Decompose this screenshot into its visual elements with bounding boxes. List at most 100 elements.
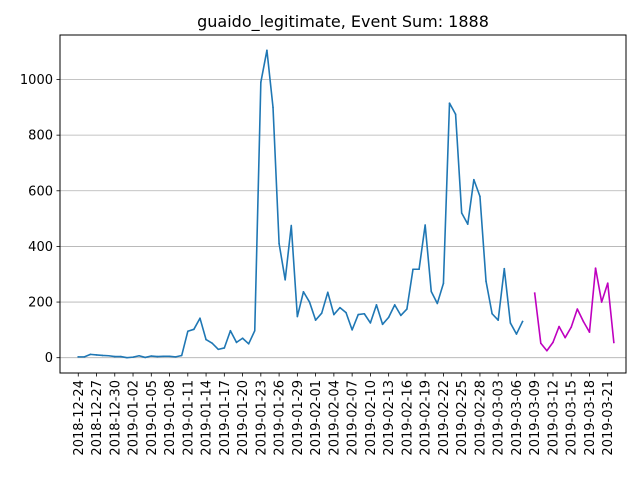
- x-tick-label: 2019-01-08: [163, 380, 178, 456]
- data-point: [393, 304, 396, 306]
- y-axis: 0 200 400 600 800 1000: [20, 73, 60, 366]
- data-point: [369, 322, 372, 324]
- x-tick-label: 2018-12-27: [90, 380, 105, 456]
- data-point: [278, 242, 280, 245]
- y-tick-label: 1000: [20, 73, 53, 88]
- x-tick-label: 2019-02-22: [437, 380, 452, 456]
- x-tick-label: 2019-01-11: [181, 380, 196, 456]
- data-point: [339, 306, 341, 309]
- chart-title: guaido_legitimate, Event Sum: 1888: [197, 12, 489, 32]
- data-point: [448, 102, 451, 104]
- data-point: [150, 355, 153, 357]
- data-point: [503, 267, 506, 270]
- data-point: [497, 319, 499, 321]
- data-point: [418, 268, 420, 271]
- x-tick-label: 2019-03-18: [583, 380, 598, 456]
- x-tick-label: 2019-02-13: [382, 380, 397, 456]
- x-tick-label: 2019-03-12: [546, 380, 561, 456]
- data-point: [424, 224, 426, 226]
- gridlines: [60, 79, 626, 359]
- data-point: [320, 312, 323, 314]
- x-tick-label: 2019-01-17: [218, 380, 233, 456]
- data-point: [351, 329, 353, 331]
- data-point: [205, 338, 207, 341]
- data-point: [594, 267, 597, 269]
- data-point: [132, 356, 134, 358]
- data-point: [314, 319, 317, 321]
- data-point: [582, 320, 585, 323]
- x-tick-label: 2019-02-28: [473, 380, 488, 456]
- data-point: [600, 301, 603, 303]
- data-point: [491, 312, 493, 315]
- data-point: [588, 331, 591, 333]
- data-point: [552, 341, 554, 344]
- data-point: [89, 353, 92, 356]
- y-tick-label: 800: [28, 129, 53, 144]
- x-tick-label: 2019-02-25: [455, 380, 470, 456]
- data-point: [290, 224, 293, 227]
- data-point: [199, 317, 201, 320]
- data-point: [120, 355, 122, 358]
- data-point: [253, 329, 256, 332]
- data-point: [260, 81, 262, 84]
- y-tick-label: 600: [28, 184, 53, 199]
- x-tick-label: 2018-12-24: [72, 380, 87, 456]
- series-group: [77, 49, 615, 359]
- x-tick-label: 2019-02-04: [327, 380, 342, 456]
- data-point: [83, 356, 86, 358]
- x-tick-label: 2018-12-30: [108, 380, 123, 456]
- data-point: [144, 356, 146, 359]
- data-point: [345, 311, 347, 314]
- data-point: [247, 342, 250, 345]
- data-point: [272, 106, 274, 109]
- data-point: [266, 49, 268, 52]
- data-point: [558, 325, 560, 328]
- x-tick-label: 2019-03-06: [510, 380, 525, 456]
- data-point: [412, 268, 414, 271]
- data-point: [138, 354, 140, 357]
- data-point: [363, 312, 366, 315]
- data-point: [223, 347, 226, 349]
- x-tick-label: 2019-01-14: [200, 380, 215, 456]
- data-point: [180, 354, 183, 357]
- data-point: [217, 348, 220, 351]
- data-point: [229, 329, 232, 332]
- series-1: [77, 49, 524, 359]
- x-tick-label: 2019-01-26: [273, 380, 288, 456]
- data-point: [436, 302, 439, 305]
- data-point: [533, 292, 536, 294]
- data-point: [241, 337, 244, 340]
- x-tick-label: 2019-01-05: [145, 380, 160, 456]
- x-tick-label: 2019-02-07: [346, 380, 361, 456]
- series-line: [533, 267, 615, 352]
- data-point: [509, 322, 512, 324]
- data-point: [381, 323, 384, 326]
- data-point: [473, 178, 475, 181]
- data-point: [546, 349, 548, 352]
- data-point: [570, 326, 573, 328]
- x-tick-label: 2019-01-02: [127, 380, 142, 456]
- data-point: [174, 356, 177, 358]
- data-point: [564, 336, 566, 339]
- data-point: [211, 342, 213, 345]
- data-point: [485, 280, 487, 283]
- data-point: [187, 330, 189, 333]
- data-point: [613, 341, 615, 344]
- data-point: [326, 291, 329, 294]
- data-point: [333, 313, 335, 316]
- data-point: [162, 355, 165, 358]
- data-point: [400, 314, 402, 317]
- x-tick-label: 2019-02-16: [400, 380, 415, 456]
- data-point: [466, 223, 469, 225]
- data-point: [540, 342, 542, 345]
- x-tick-label: 2019-03-09: [528, 380, 543, 456]
- data-point: [375, 304, 378, 306]
- y-tick-label: 400: [28, 240, 53, 255]
- data-point: [101, 354, 104, 357]
- data-point: [308, 301, 311, 303]
- data-point: [406, 308, 408, 310]
- data-point: [302, 290, 305, 293]
- data-point: [126, 356, 128, 359]
- x-tick-label: 2019-01-29: [291, 380, 306, 456]
